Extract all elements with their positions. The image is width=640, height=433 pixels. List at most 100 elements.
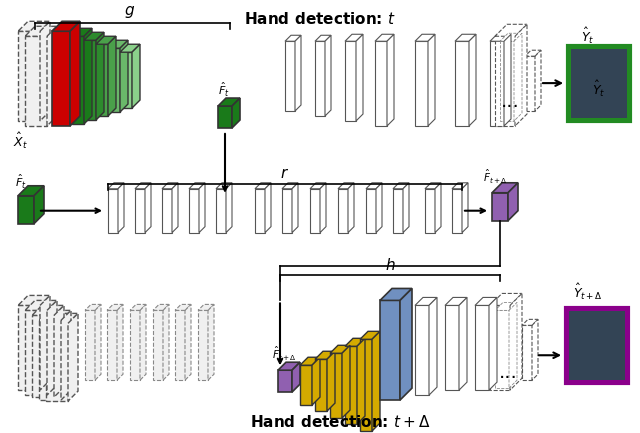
Polygon shape <box>504 34 511 126</box>
Polygon shape <box>415 297 437 305</box>
Polygon shape <box>265 183 271 233</box>
FancyBboxPatch shape <box>569 311 625 380</box>
Polygon shape <box>532 320 538 380</box>
Polygon shape <box>108 48 120 112</box>
Text: $\hat{X}_t$: $\hat{X}_t$ <box>13 131 28 151</box>
Polygon shape <box>400 288 412 400</box>
Polygon shape <box>18 31 40 121</box>
Polygon shape <box>509 302 517 388</box>
Polygon shape <box>535 50 541 111</box>
Polygon shape <box>47 301 57 395</box>
Text: $h$: $h$ <box>385 256 396 272</box>
Polygon shape <box>325 35 331 116</box>
Polygon shape <box>415 305 429 395</box>
Polygon shape <box>495 302 517 310</box>
Polygon shape <box>490 34 511 41</box>
Polygon shape <box>282 183 298 189</box>
Polygon shape <box>54 305 64 397</box>
FancyBboxPatch shape <box>568 46 630 121</box>
Polygon shape <box>490 305 510 390</box>
Polygon shape <box>357 338 365 424</box>
Polygon shape <box>330 345 350 353</box>
Polygon shape <box>175 304 191 310</box>
Polygon shape <box>120 52 132 108</box>
Polygon shape <box>25 36 47 126</box>
Polygon shape <box>522 320 538 325</box>
Polygon shape <box>515 24 527 126</box>
Polygon shape <box>295 35 301 111</box>
Polygon shape <box>47 26 57 126</box>
Polygon shape <box>429 297 437 395</box>
Polygon shape <box>172 183 178 233</box>
Polygon shape <box>68 313 78 401</box>
Polygon shape <box>130 304 146 310</box>
Polygon shape <box>175 310 185 380</box>
Polygon shape <box>34 186 44 224</box>
Polygon shape <box>415 34 435 41</box>
Text: $\hat{F}_{t+\Delta}$: $\hat{F}_{t+\Delta}$ <box>272 345 297 363</box>
Text: $\hat{Y}_t$: $\hat{Y}_t$ <box>581 26 595 46</box>
Polygon shape <box>445 297 467 305</box>
Polygon shape <box>199 183 205 233</box>
Polygon shape <box>338 183 354 189</box>
Polygon shape <box>375 41 387 126</box>
Text: $\hat{F}_t$: $\hat{F}_t$ <box>15 173 27 191</box>
Polygon shape <box>500 33 522 41</box>
Polygon shape <box>18 186 44 196</box>
Polygon shape <box>360 331 380 339</box>
Text: ...: ... <box>499 363 517 382</box>
Polygon shape <box>492 193 508 221</box>
Polygon shape <box>300 357 320 365</box>
Polygon shape <box>376 183 382 233</box>
Polygon shape <box>514 33 522 121</box>
Polygon shape <box>380 288 412 301</box>
Polygon shape <box>208 304 214 380</box>
Polygon shape <box>255 189 265 233</box>
Polygon shape <box>32 305 64 315</box>
Polygon shape <box>189 189 199 233</box>
Polygon shape <box>145 183 151 233</box>
Polygon shape <box>366 183 382 189</box>
Polygon shape <box>232 98 240 128</box>
Polygon shape <box>315 359 327 411</box>
Polygon shape <box>218 98 240 106</box>
Polygon shape <box>375 34 394 41</box>
Polygon shape <box>500 41 514 121</box>
Polygon shape <box>84 28 92 124</box>
Polygon shape <box>135 183 151 189</box>
Polygon shape <box>70 21 80 126</box>
Polygon shape <box>108 189 118 233</box>
Polygon shape <box>108 183 124 189</box>
Polygon shape <box>425 183 441 189</box>
Polygon shape <box>40 295 50 390</box>
Polygon shape <box>135 189 145 233</box>
Polygon shape <box>120 40 128 112</box>
Polygon shape <box>315 41 325 116</box>
Polygon shape <box>140 304 146 380</box>
Polygon shape <box>117 304 123 380</box>
Polygon shape <box>345 41 356 121</box>
Polygon shape <box>315 351 335 359</box>
Text: $\hat{F}_{t+\Delta}$: $\hat{F}_{t+\Delta}$ <box>483 168 508 186</box>
Polygon shape <box>312 357 320 405</box>
Polygon shape <box>218 106 232 128</box>
Polygon shape <box>490 41 504 126</box>
Polygon shape <box>459 297 467 390</box>
Polygon shape <box>345 34 363 41</box>
Polygon shape <box>84 32 104 40</box>
Polygon shape <box>345 346 357 424</box>
Polygon shape <box>393 183 409 189</box>
Polygon shape <box>96 44 108 116</box>
Polygon shape <box>525 56 535 111</box>
Polygon shape <box>469 34 476 126</box>
Polygon shape <box>522 325 532 380</box>
Polygon shape <box>345 338 365 346</box>
Polygon shape <box>489 297 497 390</box>
Polygon shape <box>315 35 331 41</box>
Polygon shape <box>495 24 527 36</box>
Polygon shape <box>72 28 92 36</box>
Polygon shape <box>61 310 71 400</box>
Polygon shape <box>162 183 178 189</box>
Polygon shape <box>84 40 96 120</box>
Polygon shape <box>198 310 208 380</box>
